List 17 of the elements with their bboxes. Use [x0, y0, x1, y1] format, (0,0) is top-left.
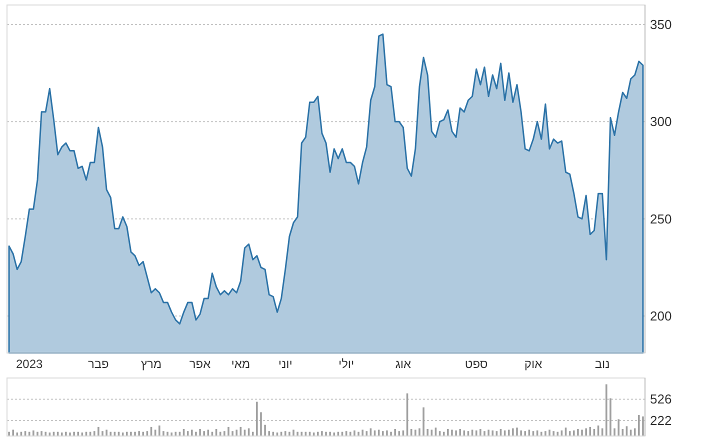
x-tick-label: פבר	[88, 357, 109, 371]
x-tick-label: מאי	[231, 357, 250, 371]
y-tick-label: 300	[650, 114, 672, 130]
x-tick-label: ספט	[464, 357, 488, 371]
y-tick-label: 526	[650, 392, 672, 407]
y-tick-label: 250	[650, 211, 672, 226]
x-tick-label: נוב	[594, 357, 610, 371]
x-tick-label: יוני	[278, 357, 292, 371]
x-tick-label: 2023	[16, 357, 44, 371]
y-tick-label: 222	[650, 412, 672, 428]
x-tick-label: יולי	[338, 357, 354, 371]
y-tick-label: 200	[650, 308, 672, 324]
x-tick-label: אוג	[395, 357, 412, 371]
x-tick-label: מרץ	[140, 357, 162, 371]
x-tick-label: אוק	[524, 357, 543, 371]
x-tick-label: אפר	[189, 357, 212, 371]
y-tick-label: 350	[650, 16, 672, 32]
